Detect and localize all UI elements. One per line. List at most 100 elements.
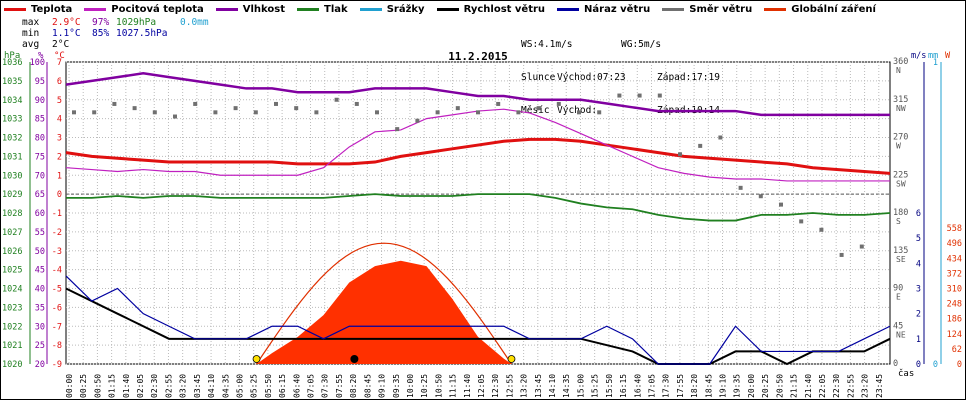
pressure-tick: 1030 xyxy=(2,171,22,181)
wind-dir-point xyxy=(314,110,319,115)
pressure-tick: 1021 xyxy=(2,341,22,351)
wind-dir-point xyxy=(496,101,501,106)
sun-set: Západ:17:19 xyxy=(657,72,720,83)
humidity-tick: 95 xyxy=(35,77,45,87)
x-tick-label: 00:50 xyxy=(93,374,102,398)
radiation-tick: 558 xyxy=(947,224,962,234)
x-tick-label: 21:15 xyxy=(790,374,799,398)
radiation-tick: 62 xyxy=(952,345,962,355)
x-tick-label: 00:00 xyxy=(65,374,74,398)
rain-tick: 1 xyxy=(933,58,938,68)
radiation-tick: 310 xyxy=(947,285,962,295)
x-axis-label: čas xyxy=(898,368,914,379)
humidity-tick: 40 xyxy=(35,285,45,295)
humidity-tick: 35 xyxy=(35,303,45,313)
wind-dir-point xyxy=(678,152,682,157)
legend-swatch xyxy=(557,7,580,11)
legend-swatch xyxy=(4,7,26,11)
temperature-tick: -8 xyxy=(52,341,62,351)
stat-min-press: 1027.5hPa xyxy=(116,28,168,39)
pressure-line xyxy=(66,193,891,222)
sunset-marker xyxy=(507,355,516,363)
legend-swatch xyxy=(436,7,459,11)
x-tick-label: 01:15 xyxy=(108,374,117,398)
wind-dir-point xyxy=(213,110,218,115)
temperature-line xyxy=(65,137,891,175)
wind-dir-tick: 45 xyxy=(893,321,903,331)
humidity-tick: 65 xyxy=(35,190,45,200)
x-tick-label: 23:45 xyxy=(875,374,884,398)
wind-dir-point xyxy=(819,227,824,232)
wind-dir-point xyxy=(556,101,561,106)
pressure-tick: 1026 xyxy=(2,247,22,257)
radiation-tick: 186 xyxy=(947,315,962,325)
pressure-unit: hPa xyxy=(4,51,20,61)
x-tick-label: 23:20 xyxy=(861,374,870,398)
x-tick-label: 16:40 xyxy=(633,374,642,398)
legend-item: Globální záření xyxy=(764,2,876,16)
wind-dir-point xyxy=(516,110,521,115)
x-tick-label: 15:25 xyxy=(591,374,600,398)
temperature-tick: -5 xyxy=(52,285,62,295)
legend-label: Pocitová teplota xyxy=(111,3,204,15)
x-tick-label: 10:00 xyxy=(406,374,415,398)
legend: Teplota Pocitová teplota Vlhkost Tlak Srážky… xyxy=(4,2,888,16)
humidity-tick: 60 xyxy=(35,209,45,219)
radiation-tick: 248 xyxy=(947,300,962,310)
stats-block: max 2.9°C 97% 1029hPa 0.0mm min 1.1°C 85% 1027.… xyxy=(22,17,209,50)
x-tick-label: 07:05 xyxy=(307,374,316,398)
legend-label: Srážky xyxy=(386,3,425,15)
wind-dir-point xyxy=(173,114,177,119)
humidity-tick: 80 xyxy=(35,134,45,144)
x-tick-label: 17:05 xyxy=(647,374,656,398)
x-tick-label: 11:40 xyxy=(463,374,472,398)
x-tick-label: 20:00 xyxy=(747,374,756,398)
legend-label: Rychlost větru xyxy=(463,3,546,15)
wind-dir-point xyxy=(274,101,278,106)
humidity-tick: 70 xyxy=(35,171,45,181)
legend-swatch xyxy=(662,7,685,11)
x-tick-label: 19:35 xyxy=(733,374,742,398)
wind-dir-tick: 0 xyxy=(893,359,898,369)
wind-dir-point xyxy=(193,101,198,106)
wind-dir-label: SE xyxy=(896,255,906,264)
x-tick-label: 13:45 xyxy=(534,374,543,398)
pressure-tick: 1022 xyxy=(2,322,22,332)
wind-speed-tick: 2 xyxy=(916,310,921,320)
rain-tick: 0 xyxy=(933,360,938,370)
humidity-line xyxy=(65,72,890,117)
humidity-tick: 45 xyxy=(35,266,45,276)
wind-dir-point xyxy=(334,97,339,102)
legend-label: Vlhkost xyxy=(242,3,286,15)
wind-dir-point xyxy=(152,110,157,115)
legend-item: Směr větru xyxy=(662,2,752,16)
x-tick-label: 15:00 xyxy=(576,374,585,398)
wind-dir-tick: 360 xyxy=(893,57,908,67)
pressure-tick: 1033 xyxy=(2,115,22,125)
stat-label: max xyxy=(22,17,40,28)
temperature-unit: °C xyxy=(54,51,65,61)
x-tick-label: 04:35 xyxy=(221,374,230,398)
wind-dir-point xyxy=(476,110,480,115)
wind-dir-tick: 90 xyxy=(893,284,903,294)
wind-dir-point xyxy=(617,93,622,98)
x-tick-label: 02:55 xyxy=(164,374,173,398)
legend-swatch xyxy=(215,7,238,11)
temperature-tick: -2 xyxy=(52,228,62,238)
x-tick-label: 04:10 xyxy=(207,374,216,398)
x-tick-label: 10:50 xyxy=(434,374,443,398)
rain-unit: mm xyxy=(928,51,938,61)
temperature-tick: -4 xyxy=(52,266,62,276)
pressure-tick: 1027 xyxy=(2,228,22,238)
wind-dir-point xyxy=(375,110,379,115)
radiation-unit: W xyxy=(945,51,951,61)
wind-dir-label: W xyxy=(896,142,901,151)
x-tick-label: 05:00 xyxy=(235,374,244,398)
legend-item: Pocitová teplota xyxy=(84,2,204,16)
temperature-tick: 7 xyxy=(57,58,62,68)
stat-min-temp: 1.1°C xyxy=(52,28,81,39)
stat-label: avg xyxy=(22,39,40,50)
wind-speed-tick: 0 xyxy=(916,360,921,370)
x-tick-label: 17:30 xyxy=(662,374,671,398)
